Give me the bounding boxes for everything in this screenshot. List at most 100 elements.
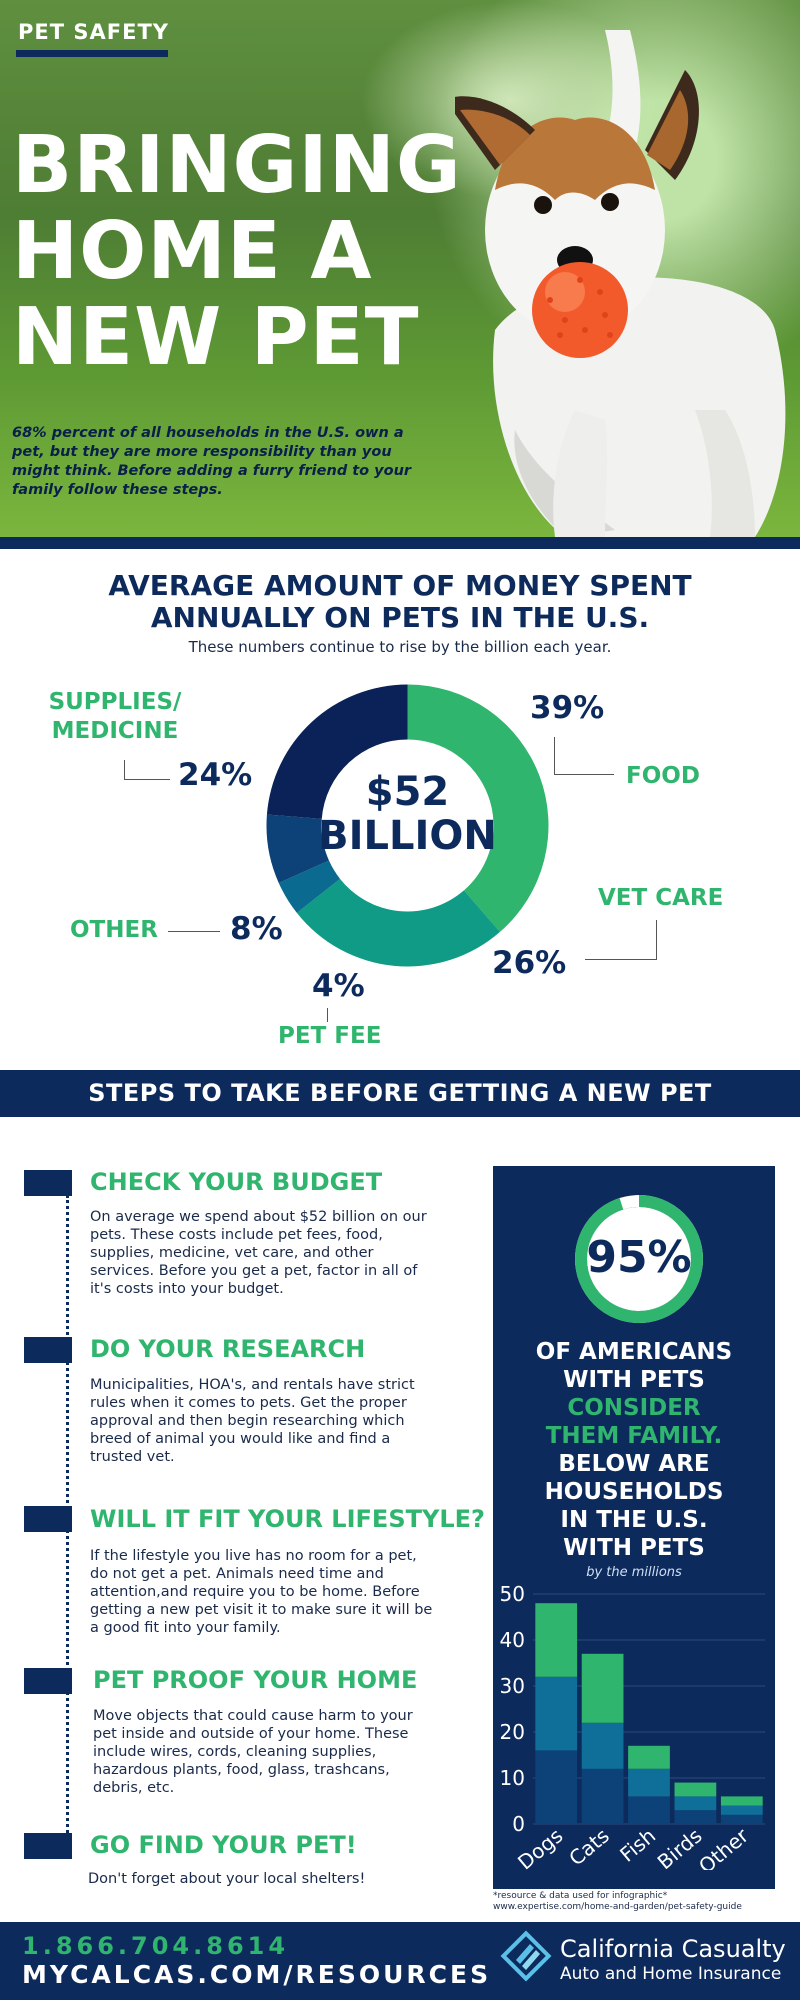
family-line5: BELOW ARE [558,1451,710,1477]
percent-ring [575,1195,703,1323]
chart-subtitle: by the millions [586,1565,682,1580]
family-line8: WITH PETS [563,1535,705,1561]
step-marker-4 [24,1668,72,1694]
family-line6: HOUSEHOLDS [544,1479,724,1505]
brand-subtitle: Auto and Home Insurance [560,1964,782,1984]
hero-intro: 68% percent of all households in the U.S… [12,425,412,498]
step-text-research: Municipalities, HOA's, and rentals have … [90,1377,415,1465]
bar-cats-seg2 [581,1722,624,1769]
bar-birds-seg3 [674,1782,717,1797]
bar-birds-seg2 [674,1796,717,1811]
label-supplies-line1: SUPPLIES/ [48,689,182,715]
y-tick-label: 30 [500,1674,525,1698]
spending-donut-chart [266,684,549,967]
leader-line-pet-fee [327,1008,328,1022]
leader-line-vet [585,920,657,960]
step-title-research: DO YOUR RESEARCH [90,1335,366,1363]
brand-logo-icon [500,1930,552,1982]
y-tick-label: 0 [512,1812,525,1836]
donut-center-total: $52 BILLION [305,770,510,858]
y-tick-label: 10 [500,1766,525,1790]
spending-title: AVERAGE AMOUNT OF MONEY SPENT ANNUALLY O… [0,570,800,634]
source-note-line1: *resource & data used for infographic* [493,1891,668,1901]
x-tick-label-cats: Cats [564,1823,614,1870]
donut-slice-vet-care [296,878,500,967]
source-note-url: www.expertise.com/home-and-garden/pet-sa… [493,1902,742,1912]
spending-title-line2: ANNUALLY ON PETS IN THE U.S. [150,601,650,634]
label-supplies-line2: MEDICINE [51,718,179,744]
step-marker-3 [24,1506,72,1532]
step-title-lifestyle: WILL IT FIT YOUR LIFESTYLE? [90,1505,485,1533]
website-link[interactable]: MYCALCAS.COM/RESOURCES [22,1960,492,1989]
step-title-find-pet: GO FIND YOUR PET! [90,1831,357,1859]
leader-line-other [168,931,220,932]
source-note: *resource & data used for infographic* w… [493,1891,793,1913]
label-food: FOOD [626,763,700,789]
spending-title-line1: AVERAGE AMOUNT OF MONEY SPENT [108,569,692,602]
spending-subtitle: These numbers continue to rise by the bi… [188,638,612,656]
bar-other-seg1 [720,1814,763,1824]
step-text-pet-proof: Move objects that could cause harm to yo… [93,1708,413,1796]
hero-divider [0,537,800,549]
bar-fish-seg3 [628,1745,670,1769]
leader-line-food [554,737,614,775]
family-line1: OF AMERICANS [535,1339,733,1365]
bar-cats-seg1 [581,1768,624,1824]
label-supplies: SUPPLIES/ MEDICINE [40,688,190,746]
pct-pet-fee: 4% [312,968,365,1004]
bar-fish-seg2 [628,1768,670,1797]
y-tick-label: 40 [500,1628,525,1652]
bar-dogs-seg2 [535,1676,578,1751]
pct-vet-care: 26% [492,945,567,981]
hero-banner [0,0,800,537]
label-pet-fee: PET FEE [278,1023,382,1049]
leader-line-supplies [124,760,170,780]
ring-progress-arc [575,1195,703,1323]
family-line2: WITH PETS [563,1367,705,1393]
footer [0,1922,800,2000]
badge-underline [16,50,168,57]
bar-fish-seg1 [628,1796,670,1824]
pct-supplies: 24% [178,757,253,793]
donut-slice-other [266,814,329,883]
family-line3: CONSIDER [567,1395,701,1421]
step-title-budget: CHECK YOUR BUDGET [90,1168,383,1196]
donut-slice-food [407,684,549,932]
steps-banner: STEPS TO TAKE BEFORE GETTING A NEW PET [0,1070,800,1117]
bar-birds-seg1 [674,1810,717,1824]
y-tick-label: 20 [500,1720,525,1744]
phone-number[interactable]: 1.866.704.8614 [22,1932,290,1960]
bar-other-seg3 [720,1796,763,1806]
label-other: OTHER [70,917,158,943]
family-line7: IN THE U.S. [560,1507,708,1533]
step-text-budget: On average we spend about $52 billion on… [90,1209,427,1297]
x-tick-label-fish: Fish [615,1823,660,1866]
ring-center [587,1207,691,1311]
hero-title: BRINGING HOME A NEW PET [12,119,462,383]
bar-other-seg2 [720,1805,763,1815]
dog-with-ball-image [455,30,786,537]
pet-safety-badge: PET SAFETY [18,20,169,44]
bar-dogs-seg3 [535,1603,578,1677]
total-unit: BILLION [318,813,497,859]
pct-food: 39% [530,690,605,726]
step-title-pet-proof: PET PROOF YOUR HOME [93,1666,418,1694]
step-marker-1 [24,1170,72,1196]
donut-slice-pet-fee [278,860,341,913]
pct-other: 8% [230,911,283,947]
step-marker-2 [24,1337,72,1363]
family-statement: OF AMERICANS WITH PETS CONSIDER THEM FAM… [493,1338,775,1562]
step-marker-5 [24,1833,72,1859]
total-amount: $52 [365,769,450,815]
bar-dogs-seg1 [535,1750,578,1824]
step-text-lifestyle: If the lifestyle you live has no room fo… [90,1548,433,1636]
family-line4: THEM FAMILY. [545,1423,723,1449]
donut-slice-supplies [266,684,408,819]
bar-cats-seg3 [581,1653,624,1723]
step-text-find-pet: Don't forget about your local shelters! [88,1871,366,1887]
brand-name: California Casualty [560,1935,786,1963]
y-tick-label: 50 [500,1582,525,1606]
family-percent: 95% [586,1232,692,1283]
label-vet-care: VET CARE [598,885,724,911]
